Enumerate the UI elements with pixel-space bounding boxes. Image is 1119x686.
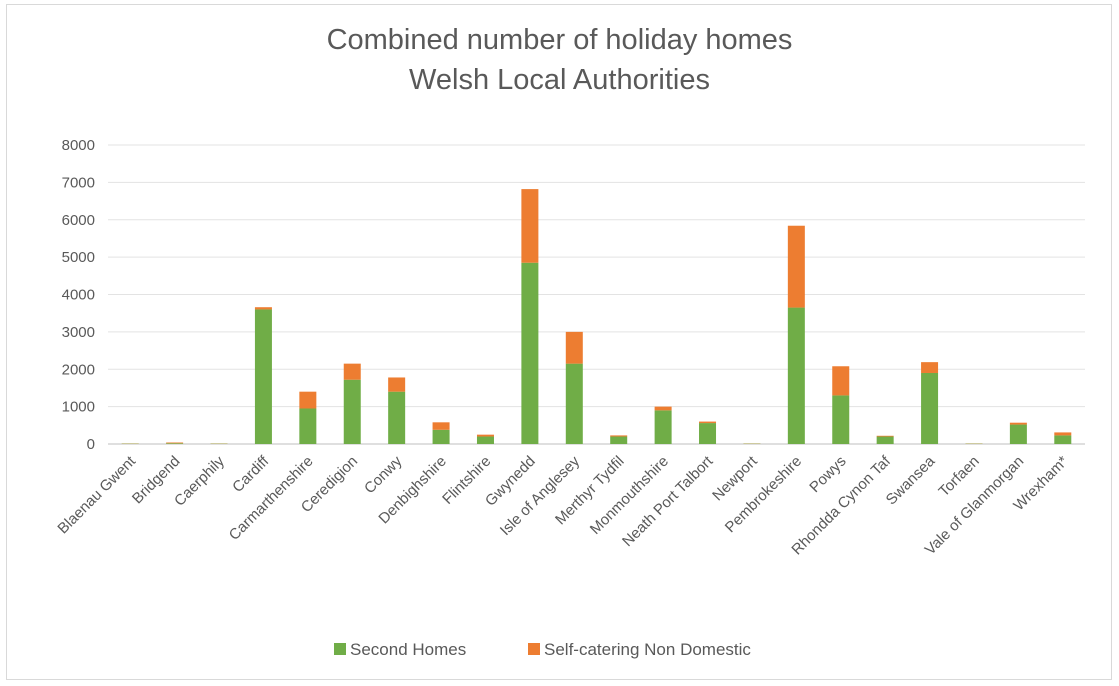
- bar-segment-self-catering: [166, 442, 184, 444]
- y-axis-ticks: 0 1000 2000 3000 4000 5000 6000 7000 8000: [62, 137, 95, 453]
- x-tick-label: Blaenau Gwent: [54, 452, 139, 537]
- x-tick-label: Pembrokeshire: [722, 453, 805, 536]
- bar-segment-second-homes: [343, 379, 361, 444]
- bar-segment-second-homes: [254, 309, 272, 444]
- x-tick-label: Monmouthshire: [587, 453, 672, 538]
- y-tick-label: 8000: [62, 137, 95, 154]
- chart-subtitle: Welsh Local Authorities: [409, 64, 710, 96]
- y-tick-label: 3000: [62, 324, 95, 341]
- gridlines: [108, 144, 1085, 445]
- bar-segment-second-homes: [699, 423, 717, 444]
- bar-segment-self-catering: [787, 225, 805, 308]
- bar-segment-self-catering: [1009, 422, 1027, 425]
- bar-segment-second-homes: [299, 408, 317, 444]
- bars: [121, 189, 1072, 444]
- bar-segment-self-catering: [610, 435, 628, 437]
- x-tick-label: Cardiff: [229, 452, 273, 496]
- bar-segment-second-homes: [1054, 435, 1072, 444]
- bar-segment-self-catering: [654, 406, 672, 411]
- bar-segment-second-homes: [787, 307, 805, 444]
- x-tick-label: Swansea: [883, 452, 939, 508]
- bar-segment-second-homes: [654, 410, 672, 444]
- bar-segment-self-catering: [876, 435, 894, 437]
- bar-segment-self-catering: [521, 189, 539, 263]
- bar-segment-self-catering: [299, 391, 317, 409]
- bar-segment-second-homes: [476, 436, 494, 444]
- legend-label: Self-catering Non Domestic: [544, 640, 751, 659]
- bar-segment-second-homes: [565, 363, 583, 444]
- y-tick-label: 7000: [62, 174, 95, 191]
- bar-segment-second-homes: [610, 436, 628, 444]
- bar-segment-self-catering: [1054, 432, 1072, 436]
- y-tick-label: 4000: [62, 287, 95, 304]
- bar-segment-self-catering: [565, 331, 583, 364]
- x-tick-label: Powys: [806, 453, 849, 496]
- bar-segment-self-catering: [921, 362, 939, 373]
- bar-segment-second-homes: [521, 262, 539, 444]
- bar-segment-second-homes: [876, 436, 894, 444]
- bar-segment-self-catering: [699, 421, 717, 424]
- legend-label: Second Homes: [350, 640, 466, 659]
- bar-segment-second-homes: [388, 391, 406, 444]
- y-tick-label: 0: [87, 436, 95, 453]
- x-tick-label: Isle of Anglesey: [497, 452, 584, 539]
- y-tick-label: 5000: [62, 249, 95, 266]
- bar-segment-self-catering: [476, 434, 494, 437]
- chart-frame: [6, 4, 1112, 680]
- chart-title: Combined number of holiday homes: [326, 24, 793, 56]
- bar-segment-second-homes: [1009, 424, 1027, 444]
- bar-segment-second-homes: [432, 429, 450, 444]
- bar-segment-self-catering: [343, 363, 361, 380]
- y-tick-label: 1000: [62, 399, 95, 416]
- y-tick-label: 6000: [62, 212, 95, 229]
- bar-segment-self-catering: [432, 422, 450, 430]
- bar-segment-second-homes: [832, 395, 850, 444]
- chart-title-block: Combined number of holiday homes Welsh L…: [0, 20, 1119, 100]
- bar-segment-self-catering: [254, 307, 272, 310]
- bar-segment-second-homes: [921, 372, 939, 444]
- legend: Second Homes Self-catering Non Domestic: [334, 640, 751, 659]
- bar-segment-self-catering: [388, 377, 406, 392]
- bar-segment-second-homes: [166, 443, 184, 444]
- bar-segment-self-catering: [832, 366, 850, 396]
- legend-swatch: [334, 643, 346, 655]
- y-tick-label: 2000: [62, 361, 95, 378]
- legend-swatch: [528, 643, 540, 655]
